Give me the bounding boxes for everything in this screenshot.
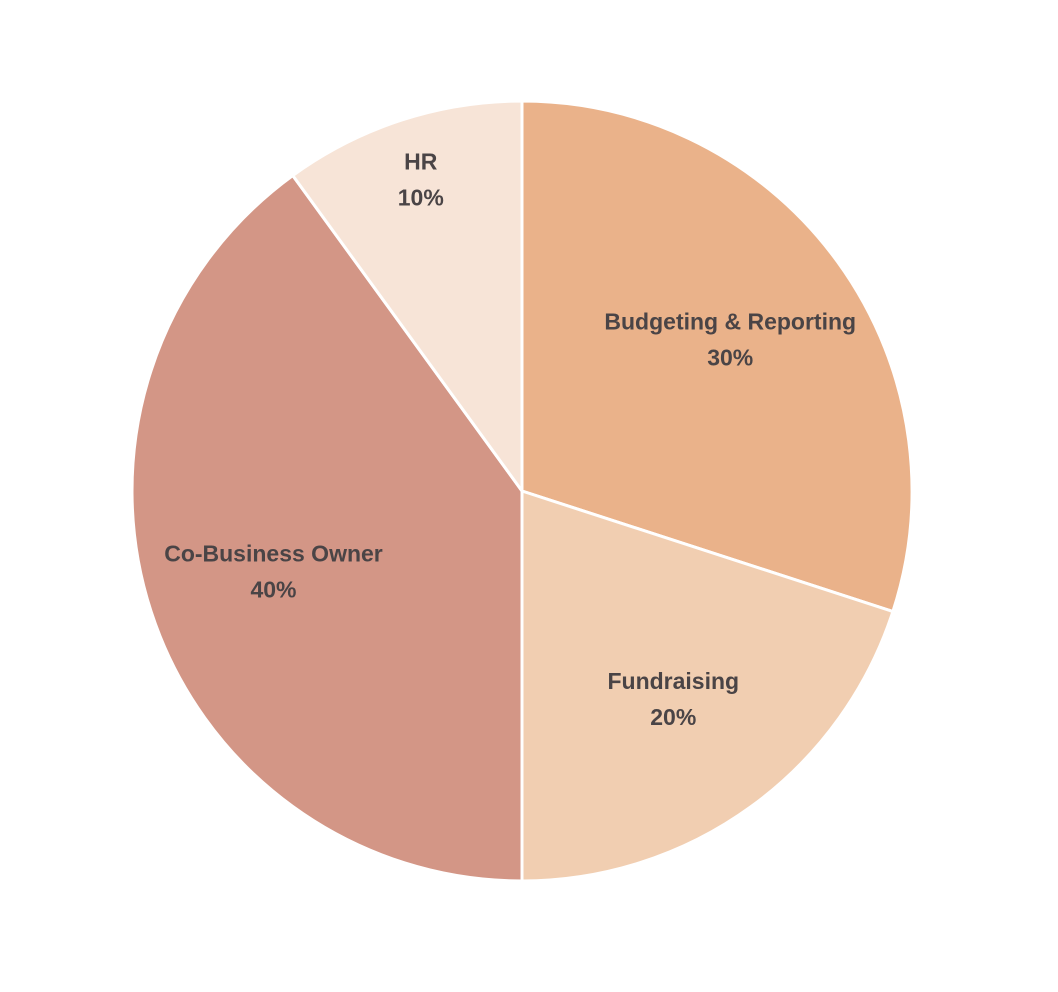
slice-label-co-business-owner: Co-Business Owner [164,541,383,567]
slice-value-hr: 10% [398,184,444,210]
pie-labels: Budgeting & Reporting 30% Fundraising 20% Co… [164,148,856,730]
slice-value-fundraising: 20% [650,704,696,730]
pie-slice-hr [291,99,524,493]
slice-label-fundraising: Fundraising [607,668,739,694]
pie-slice-co-business-owner [130,173,524,883]
slice-value-co-business-owner: 40% [250,577,296,603]
pie-slices [130,99,914,883]
slice-value-budgeting-and-reporting: 30% [707,345,753,371]
slice-label-budgeting-and-reporting: Budgeting & Reporting [604,309,856,335]
pie-slice-fundraising [520,489,895,883]
slice-label-hr: HR [404,148,438,174]
pie-slice-budgeting-and-reporting [520,99,914,614]
